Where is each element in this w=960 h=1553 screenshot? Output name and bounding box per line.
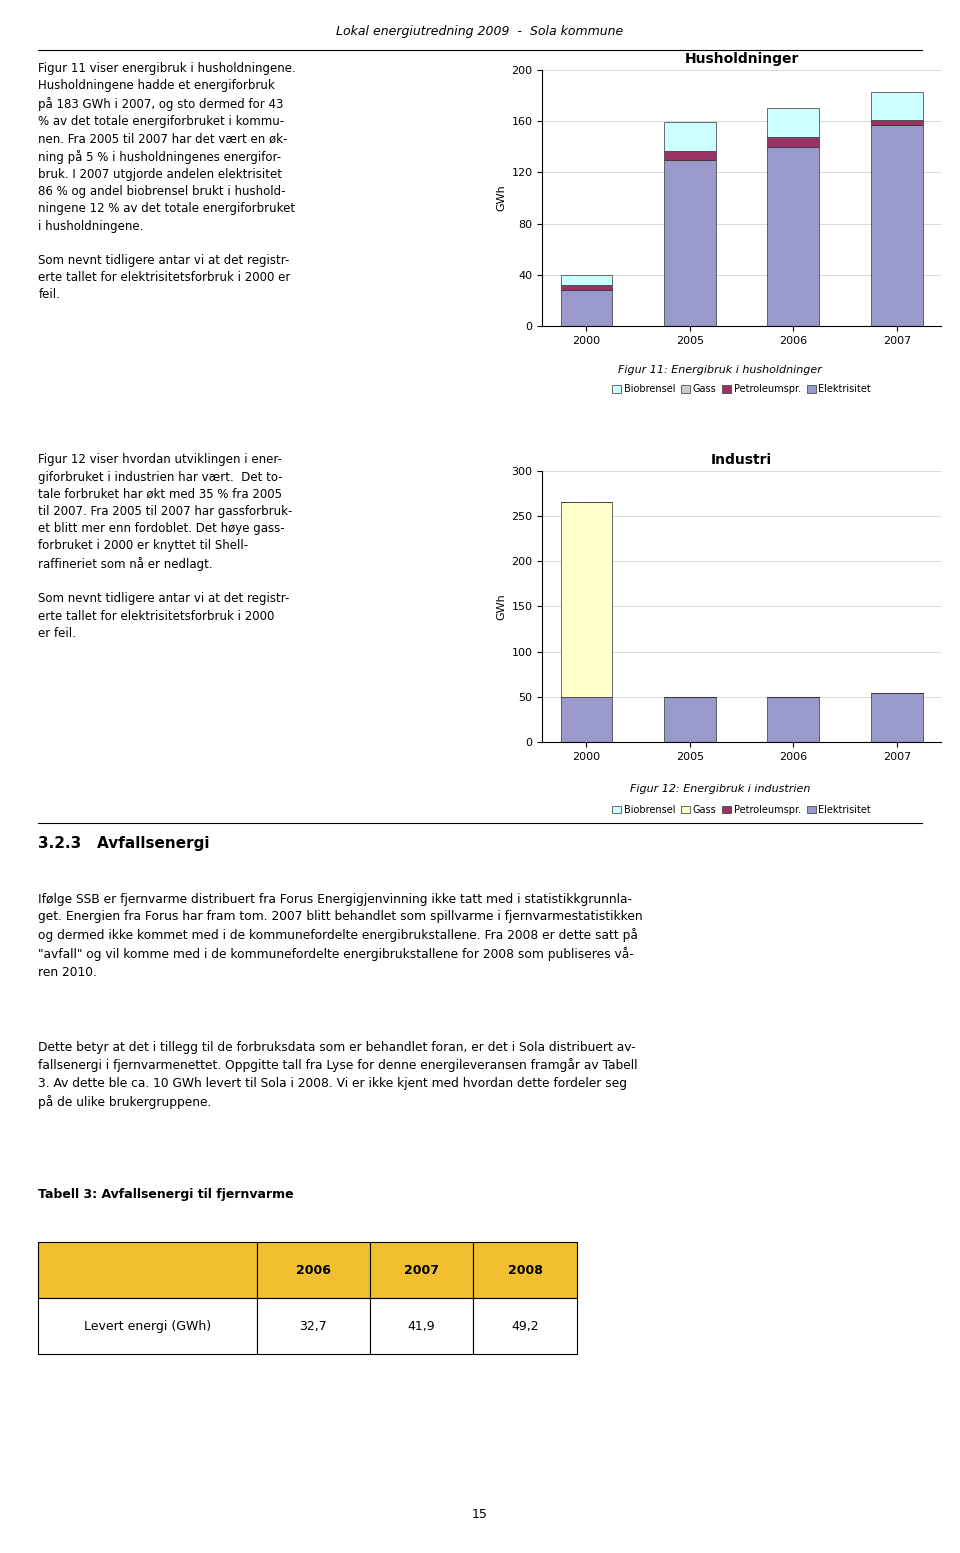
Text: 15: 15: [472, 1508, 488, 1520]
Text: Tabell 3: Avfallsenergi til fjernvarme: Tabell 3: Avfallsenergi til fjernvarme: [38, 1188, 294, 1200]
Bar: [871, 124, 923, 326]
Bar: [871, 120, 923, 124]
Bar: [871, 92, 923, 120]
Bar: [561, 502, 612, 697]
Bar: [664, 123, 716, 151]
Text: Ifølge SSB er fjernvarme distribuert fra Forus Energigjenvinning ikke tatt med i: Ifølge SSB er fjernvarme distribuert fra…: [38, 893, 643, 978]
Bar: [767, 146, 819, 326]
Text: 3.2.3   Avfallsenergi: 3.2.3 Avfallsenergi: [38, 836, 210, 851]
Bar: [664, 160, 716, 326]
Bar: [561, 290, 612, 326]
Text: 2008: 2008: [508, 1264, 542, 1277]
Bar: [561, 286, 612, 290]
Bar: [664, 697, 716, 742]
Text: Figur 12: Energibruk i industrien: Figur 12: Energibruk i industrien: [630, 784, 810, 794]
Bar: [257, 1242, 370, 1298]
Text: Figur 11: Energibruk i husholdninger: Figur 11: Energibruk i husholdninger: [618, 365, 822, 374]
Bar: [370, 1298, 473, 1354]
Bar: [370, 1242, 473, 1298]
Bar: [561, 275, 612, 286]
Bar: [767, 137, 819, 146]
Text: Figur 11 viser energibruk i husholdningene.
Husholdningene hadde et energiforbru: Figur 11 viser energibruk i husholdninge…: [38, 62, 296, 301]
Bar: [561, 697, 612, 742]
Text: Figur 12 viser hvordan utviklingen i ener-
giforbruket i industrien har vært.  D: Figur 12 viser hvordan utviklingen i ene…: [38, 453, 293, 640]
Text: 2006: 2006: [296, 1264, 331, 1277]
Bar: [257, 1298, 370, 1354]
Legend: Biobrensel, Gass, Petroleumspr., Elektrisitet: Biobrensel, Gass, Petroleumspr., Elektri…: [608, 380, 876, 398]
Bar: [767, 697, 819, 742]
Y-axis label: GWh: GWh: [496, 185, 506, 211]
Title: Husholdninger: Husholdninger: [684, 51, 799, 65]
Text: 49,2: 49,2: [512, 1320, 539, 1332]
Text: Dette betyr at det i tillegg til de forbruksdata som er behandlet foran, er det : Dette betyr at det i tillegg til de forb…: [38, 1041, 637, 1109]
Text: Lokal energiutredning 2009  -  Sola kommune: Lokal energiutredning 2009 - Sola kommun…: [336, 25, 624, 37]
Bar: [473, 1242, 577, 1298]
Text: 2007: 2007: [404, 1264, 439, 1277]
Text: 32,7: 32,7: [300, 1320, 327, 1332]
Bar: [767, 109, 819, 137]
Title: Industri: Industri: [711, 452, 772, 466]
Y-axis label: GWh: GWh: [496, 593, 506, 620]
Bar: [38, 1242, 257, 1298]
Bar: [473, 1298, 577, 1354]
Text: 41,9: 41,9: [408, 1320, 435, 1332]
Bar: [871, 693, 923, 742]
Text: Levert energi (GWh): Levert energi (GWh): [84, 1320, 211, 1332]
Bar: [664, 151, 716, 160]
Bar: [38, 1298, 257, 1354]
Legend: Biobrensel, Gass, Petroleumspr., Elektrisitet: Biobrensel, Gass, Petroleumspr., Elektri…: [608, 801, 876, 818]
